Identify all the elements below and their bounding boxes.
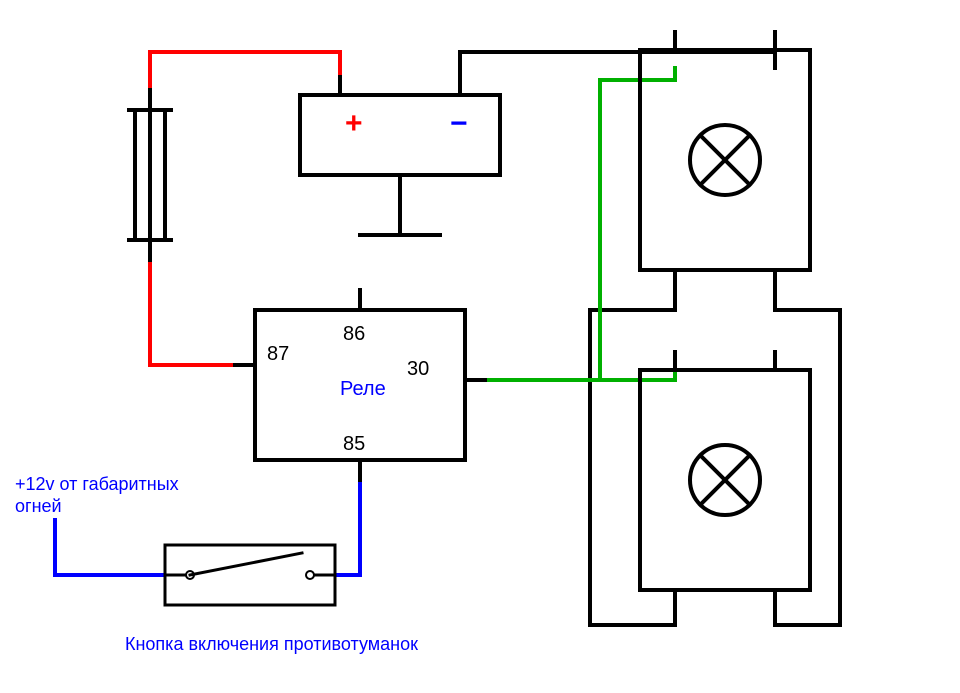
wire-blue-0	[335, 480, 360, 575]
relay-pin-86-label: 86	[343, 323, 365, 345]
battery-plus-label: +	[345, 107, 363, 140]
relay-pin-85-label: 85	[343, 433, 365, 455]
relay-pin-30-label: 30	[407, 358, 429, 380]
wire-blue-1	[55, 520, 165, 575]
battery-minus-label: −	[450, 107, 468, 140]
battery-box	[300, 95, 500, 175]
relay-label: Реле	[340, 378, 386, 400]
relay-pin-87-label: 87	[267, 343, 289, 365]
wire-green-0	[485, 68, 675, 380]
label-12v-line-1: огней	[15, 496, 62, 516]
wire-black-0	[460, 52, 775, 95]
wire-red-1	[150, 240, 255, 365]
label-switch-caption: Кнопка включения противотуманок	[125, 634, 418, 654]
label-12v-line-0: +12v от габаритных	[15, 474, 179, 494]
switch-contact-right	[306, 571, 314, 579]
wire-black-2	[775, 288, 840, 625]
wire-black-1	[590, 288, 675, 625]
